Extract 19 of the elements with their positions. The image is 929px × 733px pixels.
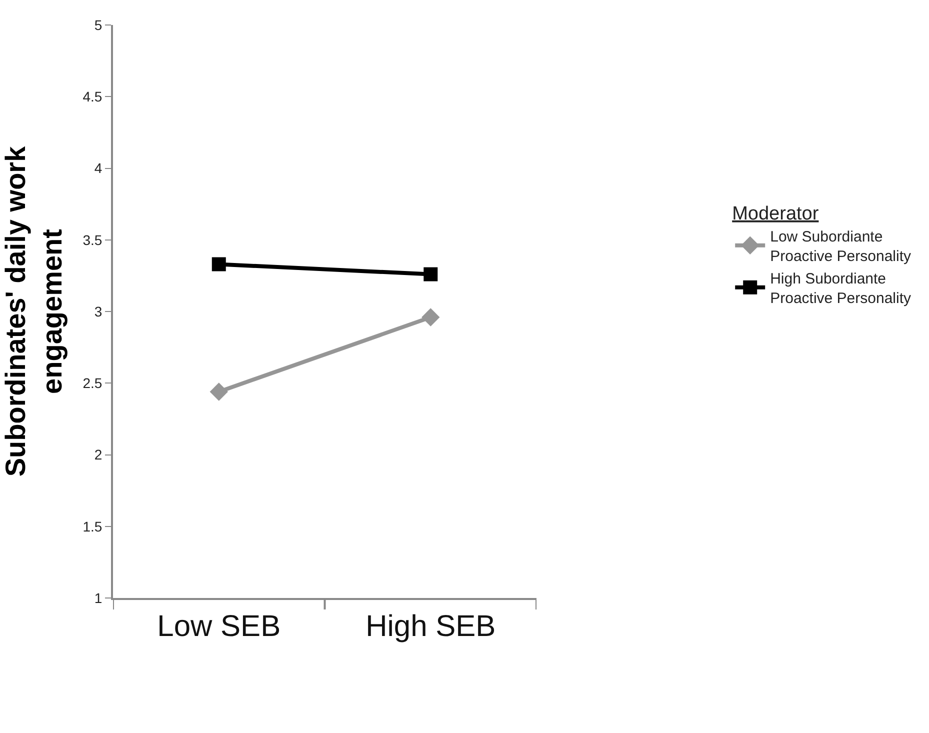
y-tick-label: 5 [94,16,102,33]
point [422,308,440,326]
x-tick-label: Low SEB [157,610,281,643]
y-tick-label: 1.5 [82,518,102,534]
point [210,382,228,401]
y-tick-label: 4 [94,160,102,176]
y-tick-label: 2.5 [82,375,102,392]
y-tick-label: 4.5 [82,88,102,105]
point [424,267,438,282]
point [212,257,226,272]
y-tick-label: 3.5 [82,232,102,248]
x-tick-label: High SEB [366,610,496,643]
y-tick-label: 3 [94,303,102,320]
legend-label: Low Subordiante Proactive Personality [770,228,912,265]
y-tick-label: 1 [94,590,102,606]
y-axis-title: Subordinates' daily work engagement [0,146,68,477]
y-tick-label: 2 [94,446,102,463]
legend-title: Moderator [732,203,820,224]
legend-label: High Subordiante Proactive Personality [770,270,912,307]
